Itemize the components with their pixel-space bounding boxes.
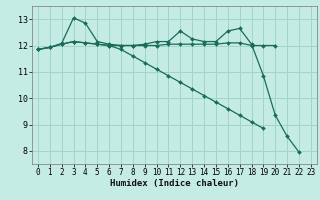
X-axis label: Humidex (Indice chaleur): Humidex (Indice chaleur) [110,179,239,188]
